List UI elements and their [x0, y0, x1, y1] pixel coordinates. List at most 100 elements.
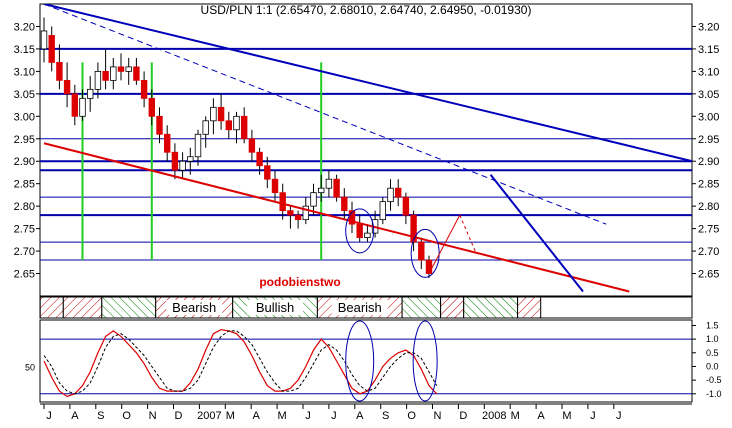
candle — [217, 93, 225, 130]
candle-body — [63, 79, 71, 95]
y-tick-label-left: 3.05 — [14, 89, 35, 101]
candle-body — [264, 165, 271, 180]
oscillator-tick-label: -0.5 — [706, 375, 722, 385]
oscillator-left-tick-label: 50 — [25, 362, 35, 372]
candle-body — [425, 259, 433, 274]
candle — [310, 183, 317, 216]
regime-segment — [39, 296, 64, 319]
x-tick-label: M — [278, 410, 287, 422]
candle — [225, 111, 232, 139]
y-tick-label-left: 2.90 — [14, 156, 35, 168]
candle-body — [379, 201, 386, 221]
regime-fill — [401, 296, 442, 319]
candle-body — [87, 88, 94, 99]
regime-segment — [517, 296, 542, 319]
candle-body — [394, 187, 402, 198]
regime-segment — [62, 296, 103, 319]
candle-body — [171, 151, 179, 171]
candle — [341, 188, 348, 220]
regime-segment: Bearish — [316, 296, 403, 319]
y-tick-label-left: 2.80 — [14, 201, 35, 213]
oscillator-ellipse — [412, 320, 438, 402]
regime-segment: Bullish — [232, 296, 318, 319]
candle-body — [125, 66, 132, 72]
candle-body — [325, 178, 333, 189]
regime-segment — [401, 296, 442, 319]
candle — [394, 179, 402, 207]
regime-segment — [440, 296, 465, 319]
candle-body — [279, 192, 286, 212]
candle — [48, 26, 55, 72]
projection-line — [459, 214, 476, 252]
oscillator-tick-label: 0.0 — [706, 361, 719, 371]
x-tick-label: A — [253, 410, 261, 422]
y-tick-label-left: 2.70 — [14, 246, 35, 258]
oscillator-ellipse — [345, 320, 375, 402]
candle-body — [341, 196, 348, 212]
y-tick-label-right: 3.05 — [698, 89, 719, 101]
candle — [194, 129, 202, 166]
candle — [410, 210, 417, 252]
y-tick-label-left: 3.10 — [14, 66, 35, 78]
oscillator-tick-label: -1.0 — [706, 389, 722, 399]
candle — [271, 170, 279, 202]
candle — [348, 201, 356, 234]
candle — [79, 89, 86, 121]
candle — [156, 107, 163, 144]
candle-body — [71, 93, 78, 117]
candle — [202, 116, 209, 148]
candle-body — [94, 70, 102, 90]
candle-body — [240, 115, 248, 140]
candle-body — [302, 205, 309, 221]
candle — [402, 192, 410, 225]
candle — [94, 62, 102, 99]
candle — [287, 206, 294, 229]
main-plot-frame — [39, 3, 693, 297]
candle-body — [410, 214, 417, 243]
candle — [133, 57, 140, 85]
candle — [87, 75, 94, 112]
x-tick-label: J — [305, 410, 311, 422]
candle-body — [225, 120, 232, 131]
x-tick-label: A — [537, 410, 545, 422]
candle-body — [40, 30, 48, 50]
y-tick-label-right: 2.70 — [698, 246, 719, 258]
regime-label-bg — [166, 300, 223, 315]
y-tick-label-left: 2.85 — [14, 179, 35, 191]
candle — [187, 147, 194, 175]
candle-body — [271, 178, 279, 194]
y-tick-label-left: 2.75 — [14, 224, 35, 236]
regime-label: Bearish — [338, 300, 382, 315]
candle-body — [110, 66, 117, 81]
candle-body — [202, 120, 209, 135]
candle-body — [348, 210, 356, 225]
x-tick-label: O — [407, 410, 416, 422]
regime-fill — [440, 296, 465, 319]
regime-segment — [463, 296, 519, 319]
oscillator-tick-label: 0.5 — [706, 348, 719, 358]
y-tick-label-right: 2.90 — [698, 156, 719, 168]
x-tick-label: M — [562, 410, 571, 422]
candle-body — [163, 133, 171, 153]
candle — [110, 57, 117, 90]
pattern-ellipse — [345, 208, 375, 254]
candle-body — [187, 156, 194, 162]
x-tick-label: N — [434, 410, 442, 422]
y-tick-label-right: 3.20 — [698, 21, 719, 33]
candle-body — [402, 196, 410, 216]
y-tick-label-right: 2.85 — [698, 179, 719, 191]
regime-label: Bullish — [256, 300, 294, 315]
candle — [294, 210, 302, 229]
x-tick-label: 2007 — [197, 410, 221, 422]
x-tick-label: S — [97, 410, 104, 422]
regime-fill — [517, 296, 542, 319]
x-tick-label: M — [226, 410, 235, 422]
y-tick-label-right: 2.80 — [698, 201, 719, 213]
x-tick-label: J — [46, 410, 52, 422]
regime-fill — [463, 296, 519, 319]
y-tick-label-right: 2.65 — [698, 269, 719, 281]
x-tick-label: N — [149, 410, 157, 422]
candle — [325, 170, 333, 198]
x-tick-label: D — [459, 410, 467, 422]
regime-fill — [39, 296, 64, 319]
